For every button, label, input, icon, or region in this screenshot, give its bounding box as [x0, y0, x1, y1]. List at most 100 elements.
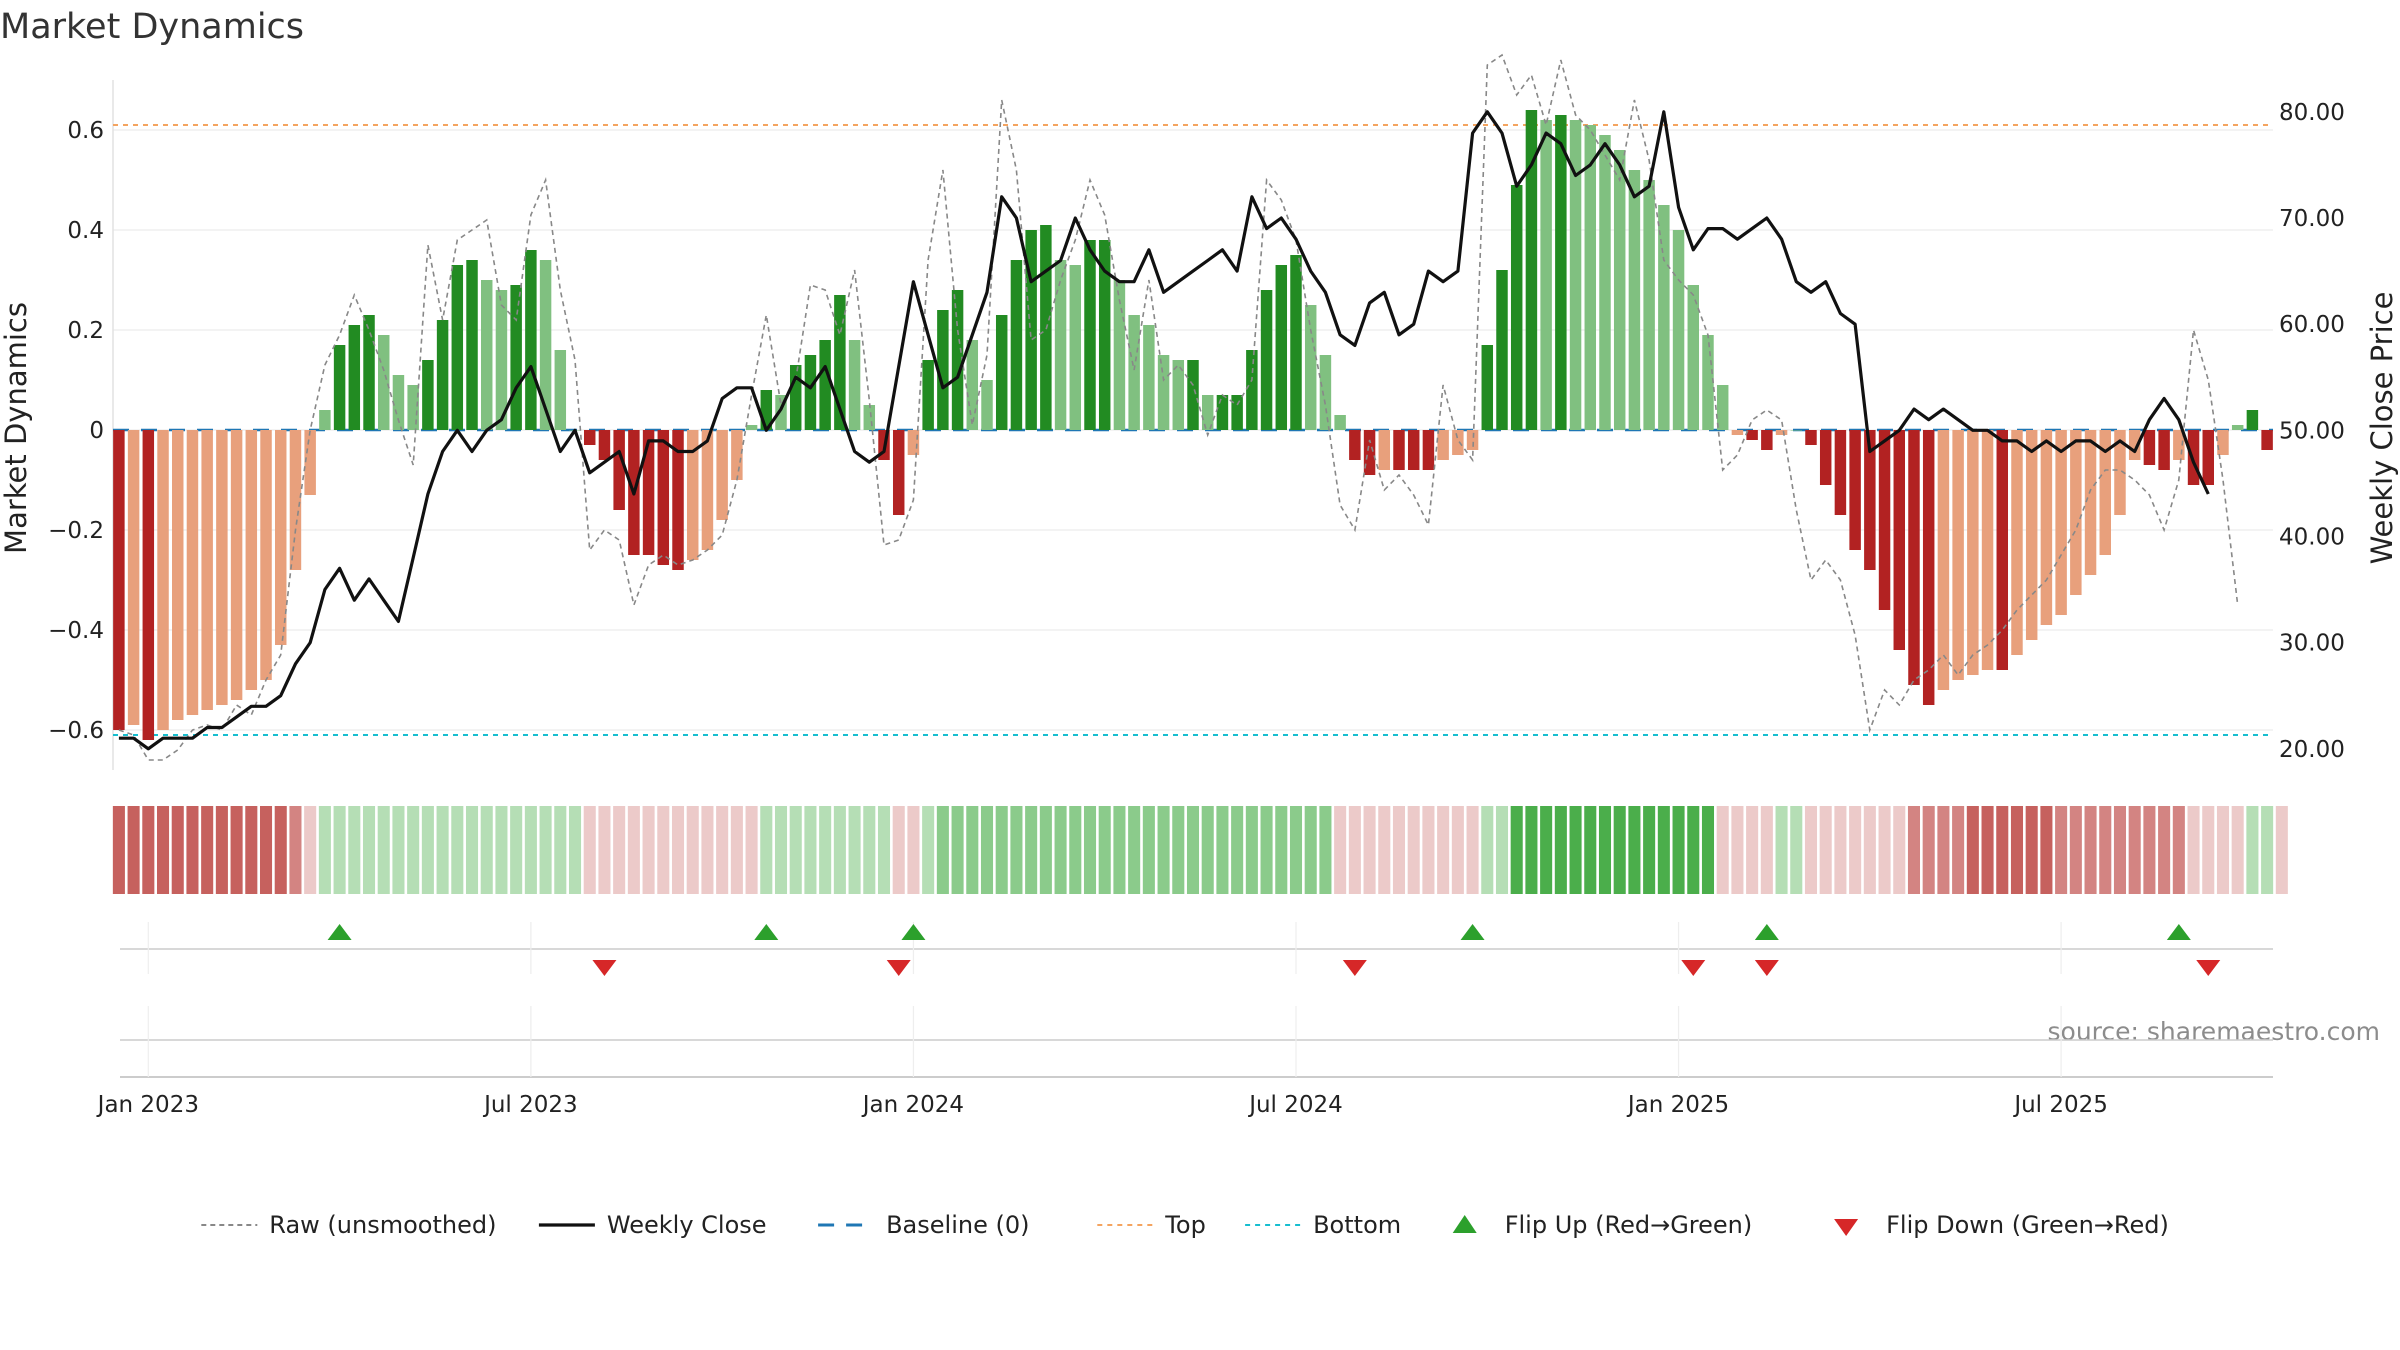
zone-cell-46 — [789, 806, 802, 894]
zone-cell-74 — [1201, 806, 1214, 894]
dynamics-bar-54 — [907, 430, 920, 455]
dynamics-bar-60 — [995, 315, 1008, 430]
legend-item-1: Weekly Close — [538, 1211, 767, 1239]
dynamics-bar-53 — [892, 430, 905, 515]
dynamics-bar-79 — [1275, 265, 1288, 430]
zone-cell-141 — [2187, 806, 2200, 894]
flip-up-marker-1 — [754, 924, 779, 940]
zone-cell-39 — [686, 806, 699, 894]
zone-cell-4 — [171, 806, 184, 894]
zone-cell-20 — [407, 806, 420, 894]
source-text: source: sharemaestro.com — [2048, 1017, 2381, 1046]
dynamics-bar-140 — [2173, 430, 2185, 460]
zone-cell-30 — [554, 806, 567, 894]
zone-cell-26 — [495, 806, 508, 894]
dynamics-bar-108 — [1702, 335, 1714, 430]
dynamics-bar-105 — [1658, 205, 1670, 430]
dynamics-bar-122 — [1908, 430, 1920, 685]
zone-cell-23 — [451, 806, 464, 894]
dynamics-bar-109 — [1716, 385, 1729, 430]
dynamics-bar-48 — [819, 340, 831, 430]
dynamics-bar-98 — [1555, 115, 1567, 430]
dynamics-bar-125 — [1952, 430, 1964, 680]
zone-cell-67 — [1098, 806, 1111, 894]
y-axis-left-label: Market Dynamics — [0, 302, 33, 554]
dynamics-bar-64 — [1054, 260, 1067, 430]
y-tick-left-0: 0.6 — [67, 118, 104, 144]
dynamics-bar-37 — [657, 430, 670, 565]
dynamics-bar-39 — [686, 430, 699, 560]
dynamics-bar-68 — [1113, 280, 1126, 430]
zone-cell-73 — [1186, 806, 1200, 894]
zone-cell-24 — [465, 806, 479, 894]
dynamics-bar-26 — [495, 290, 508, 430]
zone-cell-50 — [848, 806, 861, 894]
dynamics-bar-38 — [672, 430, 684, 570]
zone-cell-108 — [1701, 806, 1715, 894]
zone-cell-124 — [1937, 806, 1950, 894]
dynamics-bar-144 — [2231, 425, 2244, 430]
zone-cell-132 — [2055, 806, 2068, 894]
zone-cell-121 — [1893, 806, 1906, 894]
zone-cell-22 — [436, 806, 449, 894]
zone-cell-115 — [1804, 806, 1818, 894]
legend-label-2: Baseline (0) — [886, 1211, 1029, 1239]
dynamics-bar-99 — [1569, 120, 1582, 430]
dynamics-bar-10 — [260, 430, 272, 680]
dynamics-bar-34 — [613, 430, 625, 510]
zone-cell-107 — [1687, 806, 1700, 894]
dynamics-bar-49 — [834, 295, 846, 430]
zone-cell-3 — [156, 806, 170, 894]
dynamics-bar-115 — [1805, 430, 1817, 445]
dynamics-bar-67 — [1098, 240, 1111, 430]
zone-cell-21 — [421, 806, 434, 894]
zone-cell-64 — [1054, 806, 1067, 894]
legend: Raw (unsmoothed) Weekly Close Baseline (0)… — [201, 1211, 2169, 1239]
x-tick-1: Jul 2023 — [482, 1092, 578, 1118]
dynamics-bar-30 — [554, 350, 567, 430]
dynamics-bar-113 — [1775, 430, 1788, 435]
zone-cell-96 — [1525, 806, 1538, 894]
dynamics-bar-145 — [2246, 410, 2259, 430]
y-tick-left-6: −0.6 — [48, 718, 104, 744]
zone-cell-9 — [245, 806, 258, 894]
dynamics-bar-57 — [951, 290, 964, 430]
dynamics-bar-11 — [275, 430, 287, 645]
zone-cell-145 — [2246, 806, 2259, 894]
zone-cell-49 — [833, 806, 846, 894]
zone-cell-41 — [716, 806, 729, 894]
dynamics-bar-86 — [1378, 430, 1391, 470]
zone-cell-36 — [642, 806, 655, 894]
dynamics-bar-28 — [525, 250, 537, 430]
dynamics-bar-42 — [731, 430, 743, 480]
zone-cell-44 — [760, 806, 773, 894]
dynamics-bar-55 — [922, 360, 934, 430]
dynamics-bar-56 — [937, 310, 949, 430]
dynamics-bar-16 — [348, 325, 361, 430]
raw-line — [118, 53, 2239, 761]
dynamics-bar-112 — [1761, 430, 1773, 450]
zone-cell-136 — [2113, 806, 2127, 894]
zone-cell-112 — [1760, 806, 1773, 894]
dynamics-bar-45 — [775, 395, 787, 430]
zone-cell-33 — [598, 806, 611, 894]
zone-cell-70 — [1142, 806, 1155, 894]
dynamics-bar-7 — [216, 430, 228, 705]
zone-cell-71 — [1157, 806, 1170, 894]
dynamics-bar-118 — [1849, 430, 1861, 550]
dynamics-bar-75 — [1216, 395, 1229, 430]
zone-cell-93 — [1481, 806, 1494, 894]
dynamics-bar-8 — [230, 430, 243, 700]
dynamics-bar-85 — [1363, 430, 1376, 475]
zone-cell-10 — [259, 806, 273, 894]
dynamics-bar-100 — [1584, 125, 1597, 430]
dynamics-bar-78 — [1260, 290, 1273, 430]
zone-cell-125 — [1952, 806, 1965, 894]
zone-cell-133 — [2069, 806, 2082, 894]
zone-cell-85 — [1363, 806, 1376, 894]
zone-cell-52 — [877, 806, 891, 894]
flip-up-marker-5 — [2166, 924, 2191, 940]
flip-down-marker-1 — [886, 960, 911, 976]
zone-cell-65 — [1069, 806, 1082, 894]
dynamics-bar-32 — [583, 430, 596, 445]
